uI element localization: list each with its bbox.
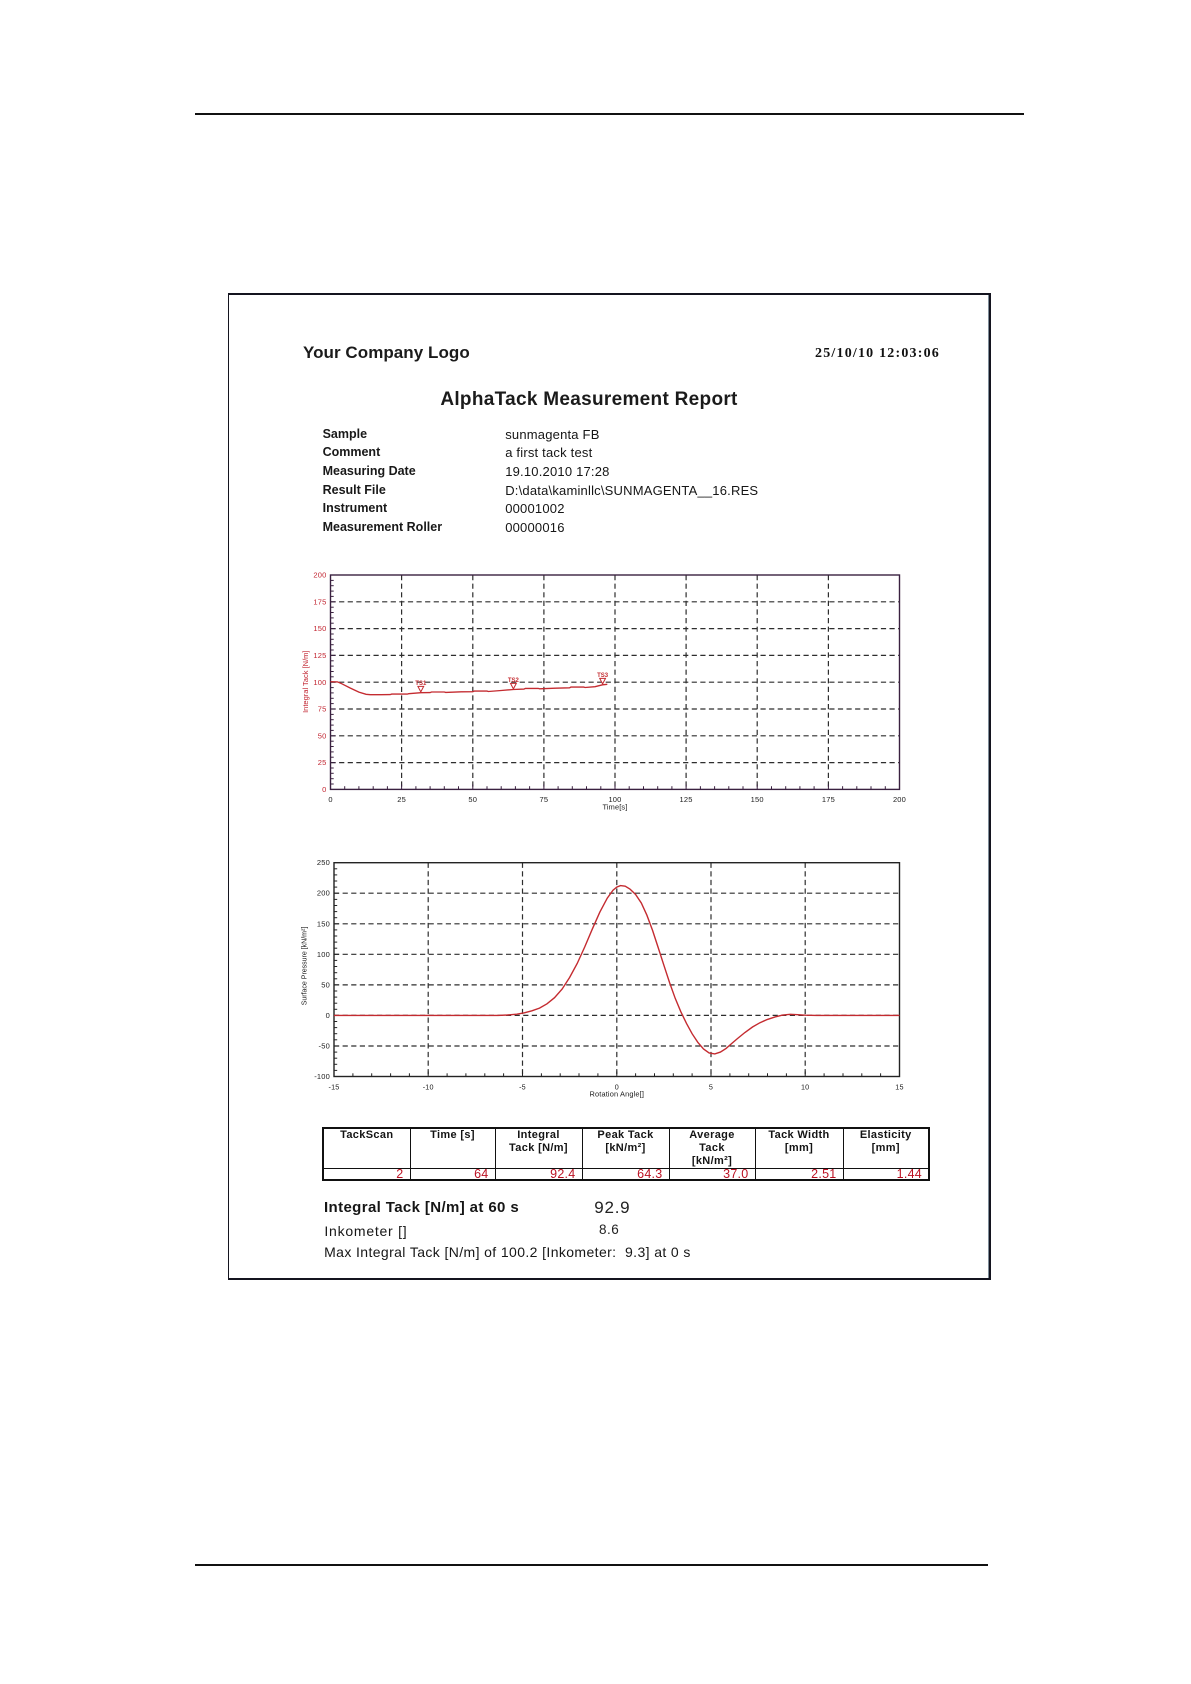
svg-text:TS1: TS1 xyxy=(415,681,427,687)
svg-text:150: 150 xyxy=(317,919,330,928)
svg-text:-5: -5 xyxy=(519,1083,526,1092)
svg-text:Integral Tack [N/m]: Integral Tack [N/m] xyxy=(301,651,310,713)
svg-text:125: 125 xyxy=(313,651,326,660)
svg-text:Rotation Angle[]: Rotation Angle[] xyxy=(590,1090,645,1099)
svg-text:50: 50 xyxy=(318,731,327,740)
svg-text:10: 10 xyxy=(801,1083,809,1092)
svg-text:TS3: TS3 xyxy=(597,673,609,679)
svg-text:150: 150 xyxy=(313,624,326,633)
svg-text:50: 50 xyxy=(321,980,330,989)
svg-text:75: 75 xyxy=(540,795,549,804)
svg-text:100: 100 xyxy=(317,950,330,959)
svg-text:200: 200 xyxy=(313,571,326,580)
svg-text:0: 0 xyxy=(326,1011,330,1020)
svg-text:-50: -50 xyxy=(319,1042,330,1051)
svg-text:250: 250 xyxy=(317,858,330,867)
svg-text:-100: -100 xyxy=(314,1072,330,1081)
svg-text:200: 200 xyxy=(317,889,330,898)
svg-text:125: 125 xyxy=(680,795,693,804)
svg-text:100: 100 xyxy=(608,795,621,804)
svg-text:0: 0 xyxy=(322,785,326,794)
svg-text:Surface Pressure [kN/m²]: Surface Pressure [kN/m²] xyxy=(302,927,309,1006)
svg-text:25: 25 xyxy=(397,795,406,804)
svg-text:50: 50 xyxy=(468,795,477,804)
svg-text:0: 0 xyxy=(615,1083,619,1092)
svg-text:200: 200 xyxy=(893,795,906,804)
svg-text:25: 25 xyxy=(318,758,327,767)
svg-text:-15: -15 xyxy=(329,1083,340,1092)
svg-text:0: 0 xyxy=(328,795,332,804)
svg-text:15: 15 xyxy=(895,1083,903,1092)
svg-text:175: 175 xyxy=(313,597,326,606)
svg-text:TS2: TS2 xyxy=(508,678,520,684)
svg-text:150: 150 xyxy=(751,795,764,804)
svg-text:-10: -10 xyxy=(423,1083,434,1092)
svg-text:100: 100 xyxy=(313,678,326,687)
svg-text:175: 175 xyxy=(822,795,835,804)
svg-text:5: 5 xyxy=(709,1083,713,1092)
svg-text:Time[s]: Time[s] xyxy=(602,802,627,811)
svg-text:75: 75 xyxy=(318,705,327,714)
